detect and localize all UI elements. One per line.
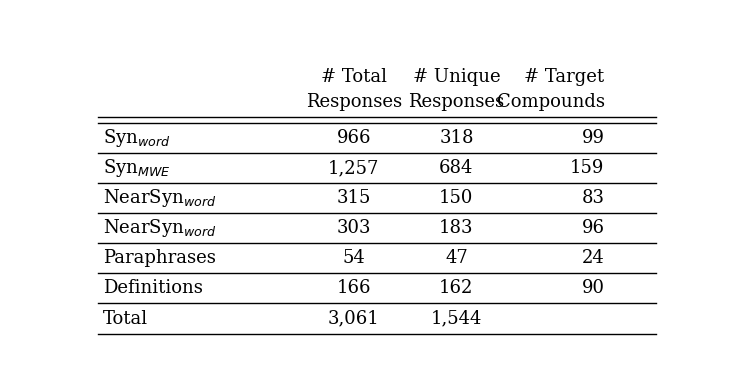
Text: 99: 99 <box>581 129 604 147</box>
Text: # Total
Responses: # Total Responses <box>306 68 402 111</box>
Text: 54: 54 <box>343 249 365 268</box>
Text: Syn$_{\mathit{MWE}}$: Syn$_{\mathit{MWE}}$ <box>103 157 171 179</box>
Text: 159: 159 <box>570 160 604 177</box>
Text: 24: 24 <box>582 249 604 268</box>
Text: 1,257: 1,257 <box>329 160 379 177</box>
Text: Syn$_{\mathit{word}}$: Syn$_{\mathit{word}}$ <box>103 127 171 149</box>
Text: 3,061: 3,061 <box>328 310 380 327</box>
Text: 183: 183 <box>440 219 473 238</box>
Text: Total: Total <box>103 310 148 327</box>
Text: 315: 315 <box>337 190 371 207</box>
Text: # Unique
Responses: # Unique Responses <box>409 68 504 111</box>
Text: 303: 303 <box>337 219 371 238</box>
Text: 162: 162 <box>440 279 473 298</box>
Text: NearSyn$_{\mathit{word}}$: NearSyn$_{\mathit{word}}$ <box>103 218 217 240</box>
Text: 150: 150 <box>440 190 473 207</box>
Text: NearSyn$_{\mathit{word}}$: NearSyn$_{\mathit{word}}$ <box>103 188 217 210</box>
Text: Paraphrases: Paraphrases <box>103 249 216 268</box>
Text: # Target
Compounds: # Target Compounds <box>497 68 604 111</box>
Text: 684: 684 <box>440 160 473 177</box>
Text: 966: 966 <box>337 129 371 147</box>
Text: 1,544: 1,544 <box>431 310 482 327</box>
Text: 96: 96 <box>581 219 604 238</box>
Text: 83: 83 <box>581 190 604 207</box>
Text: 318: 318 <box>440 129 473 147</box>
Text: 166: 166 <box>337 279 371 298</box>
Text: 90: 90 <box>581 279 604 298</box>
Text: Definitions: Definitions <box>103 279 203 298</box>
Text: 47: 47 <box>445 249 467 268</box>
